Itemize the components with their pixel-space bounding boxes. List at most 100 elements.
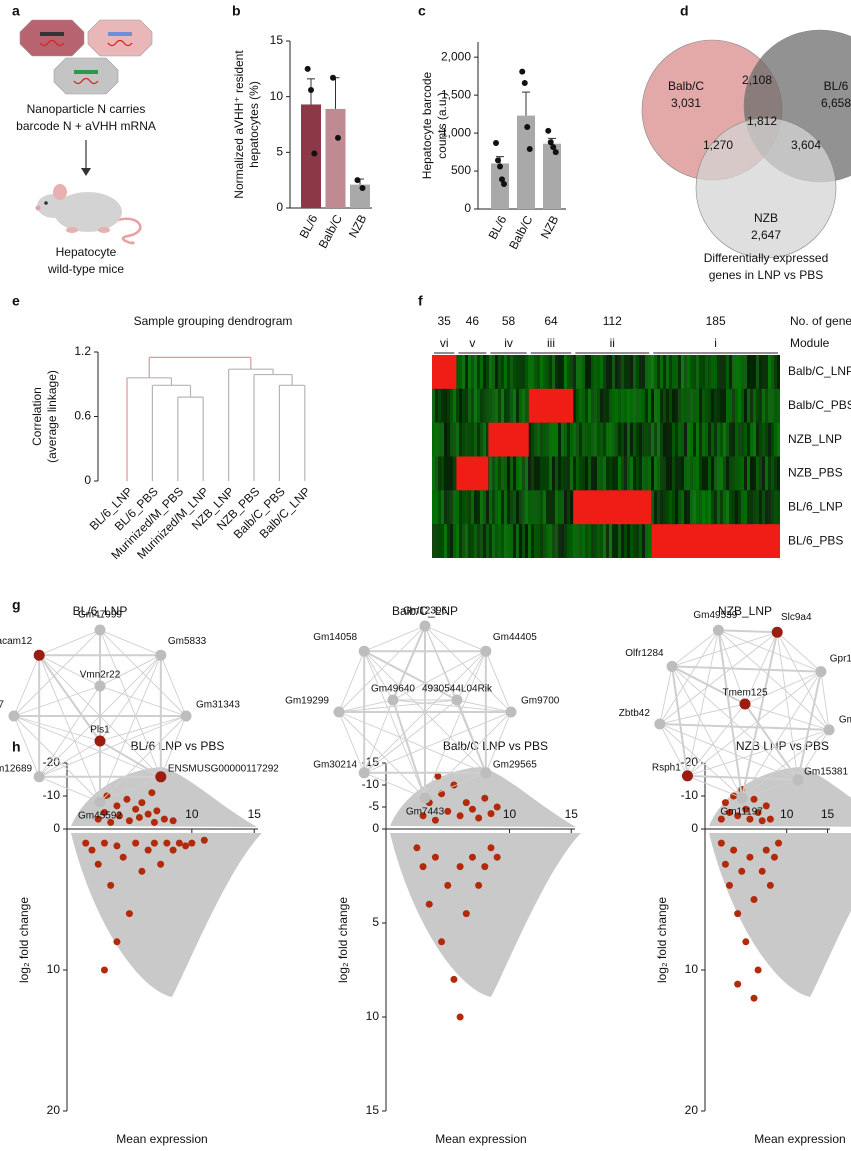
heatmap-texture: [477, 422, 480, 457]
heatmap-texture: [678, 490, 681, 525]
heatmap-texture: [549, 524, 552, 558]
highlight-point: [157, 860, 165, 868]
heatmap-texture: [603, 524, 606, 558]
heatmap-texture: [681, 355, 684, 389]
heatmap-texture: [750, 456, 753, 491]
heatmap-texture: [447, 388, 450, 423]
heatmap-texture: [759, 456, 762, 491]
highlight-point: [144, 846, 152, 854]
venn-set-name: NZB: [754, 211, 778, 225]
heatmap-texture: [732, 490, 735, 525]
heatmap-texture: [507, 388, 510, 423]
heatmap-texture: [660, 456, 663, 491]
highlight-point: [115, 812, 123, 820]
node-label: Gm15381: [804, 767, 848, 778]
heatmap-texture: [702, 456, 705, 491]
network-edge: [659, 722, 830, 731]
heatmap-texture: [657, 388, 660, 423]
heatmap-texture: [675, 355, 678, 389]
heatmap-texture: [606, 456, 609, 491]
heatmap-texture: [777, 355, 780, 389]
network-edge: [718, 629, 778, 634]
heatmap-texture: [675, 388, 678, 423]
highlight-point: [493, 803, 501, 811]
heatmap-texture: [618, 524, 621, 558]
network-edge: [392, 625, 426, 701]
module-label: iii: [547, 336, 555, 350]
network-edge: [363, 651, 426, 799]
heatmap-texture: [501, 388, 504, 423]
heatmap-texture: [711, 355, 714, 389]
barcode: [108, 32, 132, 36]
network-edge: [687, 671, 822, 777]
heatmap-texture: [666, 422, 669, 457]
heatmap-texture: [738, 456, 741, 491]
network-edge: [741, 671, 822, 799]
heatmap-texture: [630, 388, 633, 423]
heatmap-texture: [558, 422, 561, 457]
network-edge: [364, 711, 512, 774]
heatmap-texture: [591, 422, 594, 457]
network-edge: [392, 699, 426, 799]
highlight-point: [100, 839, 108, 847]
highlight-point: [475, 814, 483, 822]
heatmap-texture: [618, 456, 621, 491]
network-node: [155, 771, 167, 783]
heatmap-texture: [444, 422, 447, 457]
heatmap-texture: [588, 524, 591, 558]
heatmap-texture: [468, 490, 471, 525]
network-node: [419, 792, 431, 804]
panel-label: b: [232, 3, 241, 19]
heatmap-texture: [729, 355, 732, 389]
network-edge: [671, 665, 746, 705]
heatmap-texture: [540, 422, 543, 457]
heatmap-texture: [432, 524, 435, 558]
row-label: BL/6_LNP: [788, 499, 843, 513]
y-axis-label: Hepatocyte barcode: [420, 71, 434, 179]
highlight-point: [132, 839, 140, 847]
heatmap-texture: [681, 490, 684, 525]
heatmap-texture: [639, 524, 642, 558]
heatmap-texture: [507, 524, 510, 558]
heatmap-texture: [744, 355, 747, 389]
network-edge: [659, 723, 743, 799]
heatmap-texture: [711, 456, 714, 491]
heatmap-texture: [540, 524, 543, 558]
heatmap-texture: [741, 490, 744, 525]
y-tick-label: 2,000: [441, 49, 471, 63]
heatmap-texture: [546, 355, 549, 389]
x-tick-label: 10: [503, 807, 517, 821]
heatmap-texture: [753, 422, 756, 457]
heatmap-texture: [612, 355, 615, 389]
nanoparticle: [53, 57, 119, 95]
network-edge: [13, 685, 101, 717]
network-edge: [456, 699, 487, 774]
heatmap-texture: [612, 388, 615, 423]
heatmap-texture: [657, 355, 660, 389]
heatmap-texture: [441, 456, 444, 491]
highlight-point: [493, 853, 501, 861]
heatmap-texture: [456, 422, 459, 457]
heatmap-texture: [741, 456, 744, 491]
heatmap-texture: [705, 388, 708, 423]
network-edge: [39, 715, 187, 778]
module-label: v: [469, 336, 475, 350]
heatmap-texture: [687, 422, 690, 457]
network-edge: [776, 632, 799, 780]
heatmap-texture: [489, 524, 492, 558]
heatmap-texture: [666, 456, 669, 491]
heatmap-texture: [561, 524, 564, 558]
network-edge: [160, 715, 187, 777]
highlight-point: [766, 815, 774, 823]
heatmap-texture: [459, 388, 462, 423]
heatmap-texture: [564, 490, 567, 525]
highlight-point: [775, 839, 783, 847]
heatmap-texture: [576, 422, 579, 457]
heatmap-texture: [768, 456, 771, 491]
heatmap-texture: [558, 355, 561, 389]
data-point: [552, 149, 559, 156]
heatmap-texture: [477, 355, 480, 389]
x-tick-label: 10: [780, 807, 794, 821]
heatmap-texture: [606, 422, 609, 457]
